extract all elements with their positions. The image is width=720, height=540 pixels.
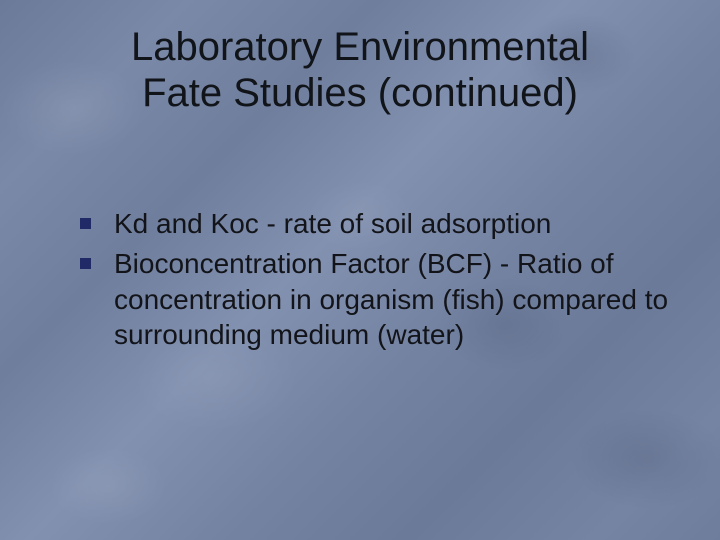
slide-title: Laboratory Environmental Fate Studies (c…	[40, 24, 680, 116]
title-line-1: Laboratory Environmental	[131, 25, 589, 69]
square-bullet-icon	[80, 218, 91, 229]
list-item: Bioconcentration Factor (BCF) - Ratio of…	[80, 246, 680, 353]
square-bullet-icon	[80, 258, 91, 269]
slide: Laboratory Environmental Fate Studies (c…	[0, 0, 720, 540]
bullet-text: Bioconcentration Factor (BCF) - Ratio of…	[114, 248, 668, 351]
title-line-2: Fate Studies (continued)	[142, 71, 578, 115]
bullet-list: Kd and Koc - rate of soil adsorption Bio…	[40, 206, 680, 353]
bullet-text: Kd and Koc - rate of soil adsorption	[114, 208, 551, 239]
list-item: Kd and Koc - rate of soil adsorption	[80, 206, 680, 242]
